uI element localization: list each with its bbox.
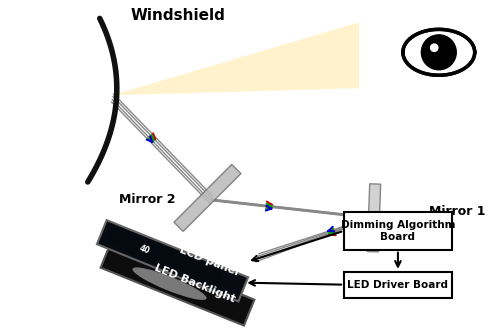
Text: Windshield: Windshield [130, 8, 225, 24]
FancyBboxPatch shape [344, 272, 452, 298]
Text: Mirror 2: Mirror 2 [120, 194, 176, 207]
Text: LCD panel: LCD panel [178, 244, 240, 277]
Text: 40: 40 [138, 244, 151, 256]
Polygon shape [403, 29, 474, 75]
Polygon shape [100, 242, 254, 326]
Polygon shape [112, 22, 359, 95]
Text: Dimming Algorithm
Board: Dimming Algorithm Board [340, 220, 455, 242]
Ellipse shape [132, 267, 206, 300]
Text: Mirror 1: Mirror 1 [429, 206, 486, 218]
Circle shape [422, 35, 456, 70]
Text: LED Driver Board: LED Driver Board [348, 280, 448, 290]
Polygon shape [106, 226, 224, 288]
Polygon shape [97, 220, 248, 301]
FancyBboxPatch shape [344, 212, 452, 250]
Circle shape [430, 44, 438, 51]
Polygon shape [368, 184, 380, 252]
Text: LED Backlight: LED Backlight [152, 263, 236, 304]
Polygon shape [174, 164, 241, 231]
